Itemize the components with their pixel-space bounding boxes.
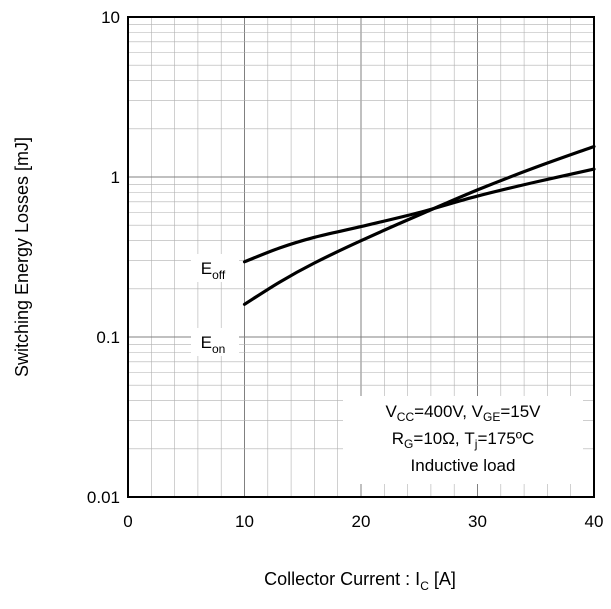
y-axis-label: Switching Energy Losses [mJ] <box>12 137 32 377</box>
x-axis-label: Collector Current : IC [A] <box>264 569 456 593</box>
x-tick-label: 10 <box>235 512 254 531</box>
series-label-bg <box>191 254 239 282</box>
series-line-off <box>242 167 596 264</box>
x-tick-label: 30 <box>468 512 487 531</box>
series-line-on <box>242 144 596 306</box>
y-tick-label: 1 <box>111 168 120 187</box>
y-tick-label: 0.1 <box>96 328 120 347</box>
x-tick-label: 20 <box>352 512 371 531</box>
condition-line: RG=10Ω, Tj=175ºC <box>392 429 534 451</box>
y-tick-label: 10 <box>101 8 120 27</box>
series-label-on: Eon <box>201 333 226 356</box>
condition-line: VCC=400V, VGE=15V <box>385 402 541 424</box>
y-tick-label: 0.01 <box>87 488 120 507</box>
test-conditions-box: VCC=400V, VGE=15V RG=10Ω, Tj=175ºC Inducti… <box>343 396 583 484</box>
plot-frame <box>127 16 595 498</box>
x-tick-label: 40 <box>585 512 604 531</box>
series-label-off: Eoff <box>201 259 226 282</box>
condition-line: Inductive load <box>411 456 516 475</box>
series-labels: Eoff Eon <box>191 254 239 356</box>
curves <box>242 144 596 306</box>
series-label-bg <box>191 328 239 356</box>
tick-labels: 0 10 20 30 40 0.01 0.1 1 10 <box>87 8 604 531</box>
x-tick-label: 0 <box>123 512 132 531</box>
conditions-bg <box>343 396 583 484</box>
